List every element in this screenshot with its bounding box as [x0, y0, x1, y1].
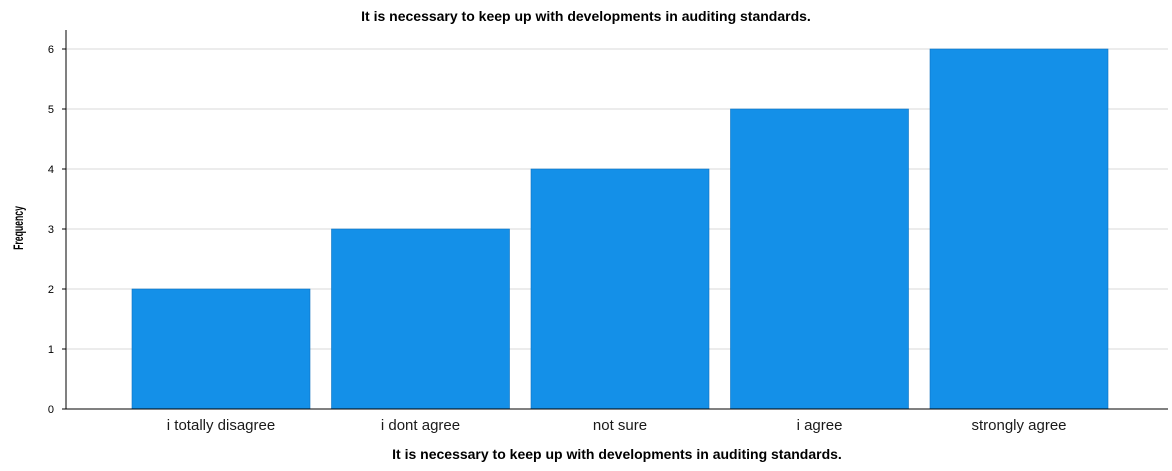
chart-title: It is necessary to keep up with developm… — [361, 8, 811, 24]
x-tick-label-2: not sure — [593, 417, 647, 434]
y-tick-label-6: 6 — [48, 44, 54, 56]
y-tick-label-5: 5 — [48, 104, 54, 116]
bar-1 — [331, 228, 510, 410]
x-tick-label-3: i agree — [797, 417, 843, 434]
axes — [65, 30, 1168, 410]
x-axis-title: It is necessary to keep up with developm… — [392, 446, 842, 462]
x-tick-labels: i totally disagree i dont agree not sure i … — [167, 417, 1067, 434]
y-tick-label-3: 3 — [48, 224, 54, 236]
bar-3 — [730, 108, 909, 410]
x-tick-label-0: i totally disagree — [167, 417, 275, 434]
bar-2 — [530, 168, 710, 410]
x-tick-label-1: i dont agree — [381, 417, 460, 434]
bar-4 — [929, 48, 1109, 410]
y-tick-label-0: 0 — [48, 404, 54, 416]
bars — [131, 48, 1109, 410]
y-axis-title: Frequency — [11, 206, 27, 250]
bar-0 — [131, 288, 311, 410]
x-tick-label-4: strongly agree — [971, 417, 1066, 434]
y-tick-label-1: 1 — [48, 344, 54, 356]
y-tick-labels: 0 1 2 3 4 5 6 — [48, 44, 66, 416]
y-tick-label-4: 4 — [48, 164, 54, 176]
y-tick-label-2: 2 — [48, 284, 54, 296]
